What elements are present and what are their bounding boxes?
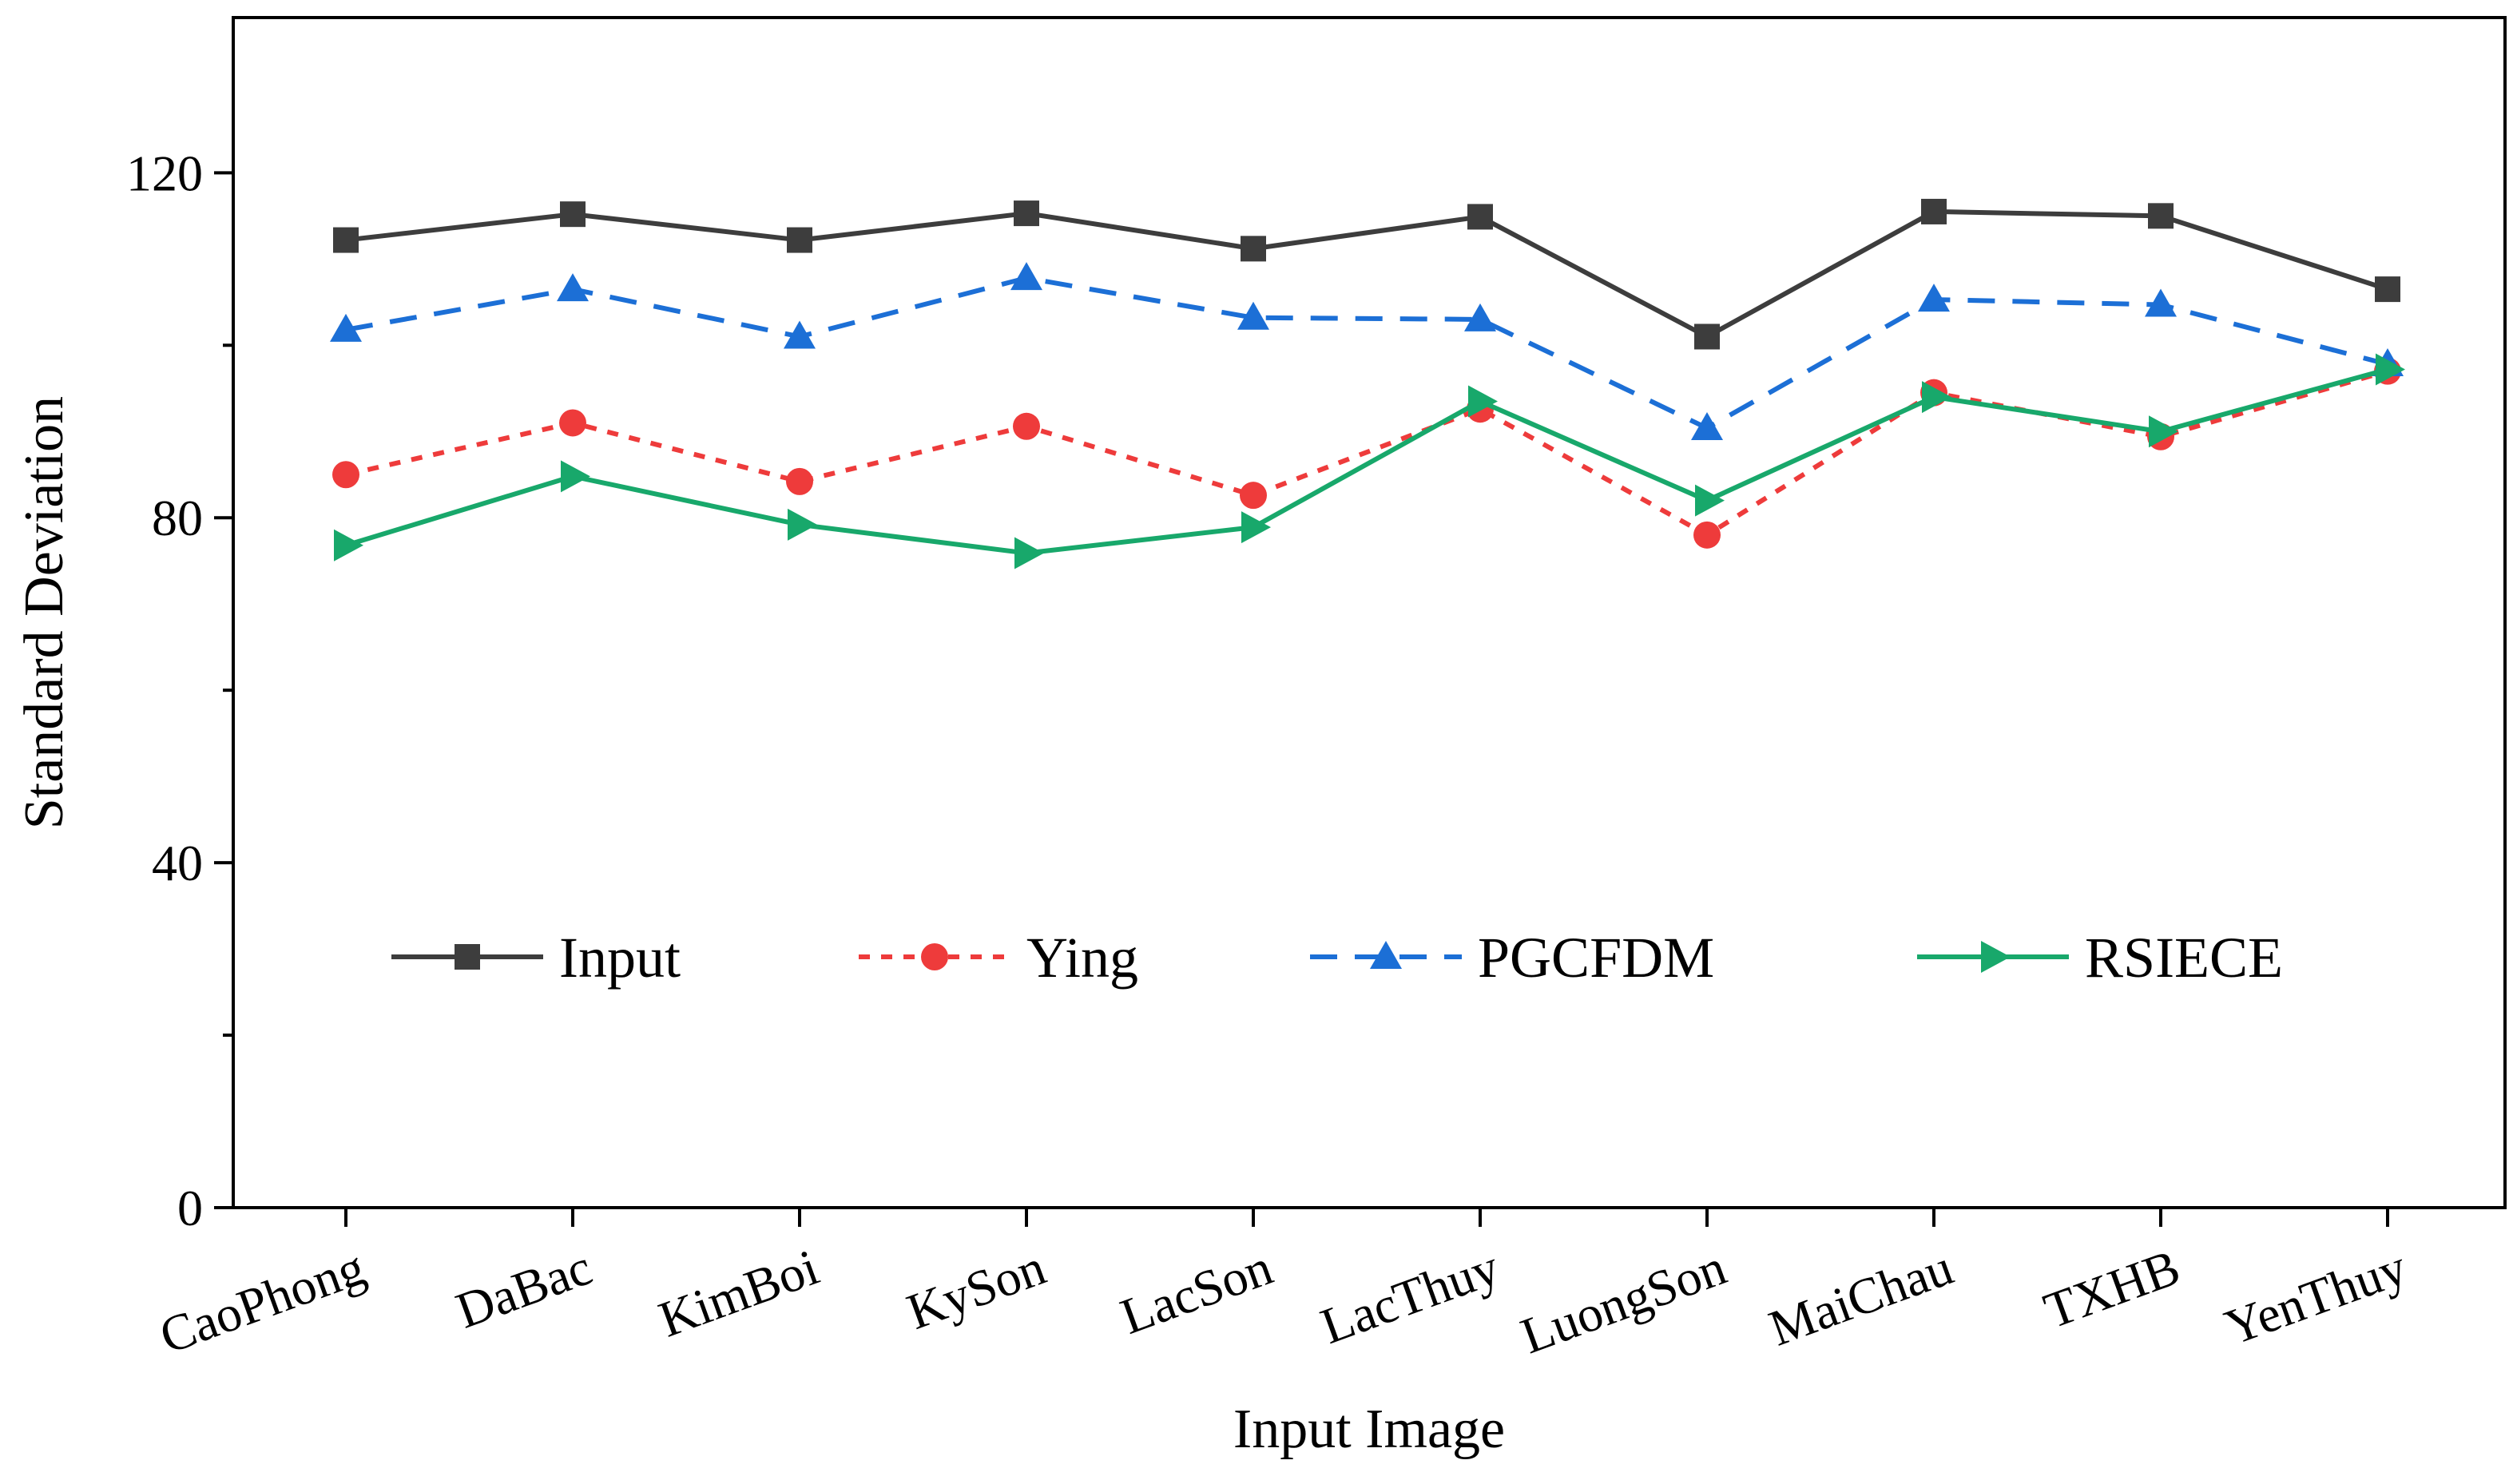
series-line (345, 367, 2388, 556)
series-pgcfdm (330, 262, 2404, 440)
data-point (332, 461, 359, 489)
x-tick-label: MaiChau (1762, 1238, 1960, 1356)
plot-border (232, 16, 2507, 1209)
data-point (2149, 415, 2178, 448)
series-input (333, 198, 2400, 350)
data-point (787, 227, 812, 253)
legend-item: Ying (859, 926, 1138, 990)
data-point (2148, 203, 2174, 229)
data-point (1467, 204, 1493, 230)
data-point (784, 320, 816, 349)
data-point (334, 529, 363, 561)
legend-item: Input (391, 926, 681, 990)
data-point (788, 508, 817, 541)
data-point (1694, 323, 1720, 350)
data-point (561, 460, 590, 493)
legend-item: RSIECE (1917, 926, 2283, 990)
series-line (345, 368, 2388, 538)
legend-label: Input (559, 926, 681, 990)
data-point (1693, 521, 1721, 549)
x-tick-label: LacSon (1114, 1238, 1280, 1345)
data-point (1464, 303, 1496, 331)
legend-marker (921, 943, 948, 970)
x-axis-title: Input Image (1233, 1399, 1505, 1460)
data-point (1468, 385, 1498, 418)
series-line (345, 276, 2388, 431)
legend-label: Ying (1026, 926, 1138, 990)
data-point (1922, 381, 1951, 414)
series-line (345, 208, 2388, 339)
data-point (1695, 484, 1725, 517)
data-point (1013, 412, 1040, 440)
data-point (1010, 262, 1042, 291)
data-point (1241, 511, 1271, 544)
legend-marker (1981, 941, 2011, 973)
data-point (1918, 284, 1950, 312)
axes: 0 40 80 120 CaoPhong DaBac KimBoi KySon LacSon La… (126, 145, 2414, 1364)
data-point (2375, 276, 2400, 303)
data-point (1241, 236, 1266, 262)
x-tick-label: LacThuy (1313, 1238, 1506, 1355)
y-tick-label: 0 (177, 1180, 203, 1236)
data-point (786, 467, 813, 495)
data-point (560, 201, 586, 228)
data-point (559, 409, 586, 437)
legend-label: RSIECE (2085, 926, 2283, 990)
data-point (333, 227, 359, 253)
y-tick-label: 40 (152, 835, 203, 891)
x-tick-label: KySon (899, 1238, 1052, 1340)
data-point (2376, 353, 2405, 386)
data-point (1014, 200, 1039, 227)
series-layer (330, 198, 2405, 569)
x-tick-label: YenThuy (2217, 1238, 2413, 1355)
series-rsiece (334, 353, 2405, 569)
x-tick-label: TXHB (2037, 1238, 2187, 1339)
x-tick-label: DaBac (449, 1238, 599, 1339)
series-ying (332, 357, 2401, 549)
data-point (330, 313, 362, 342)
y-axis-title: Standard Deviation (14, 396, 75, 829)
legend-label: PGCFDM (1478, 926, 1714, 990)
data-point (2145, 288, 2177, 317)
data-point (1237, 301, 1269, 330)
x-tick-label: KimBoi (652, 1238, 826, 1347)
x-tick-label: CaoPhong (153, 1238, 372, 1364)
data-point (1014, 537, 1044, 569)
data-point (1240, 482, 1267, 510)
legend-item: PGCFDM (1310, 926, 1714, 990)
data-point (1691, 411, 1723, 440)
y-tick-label: 80 (152, 490, 203, 546)
data-point (1921, 198, 1947, 224)
legend: Input Ying PGCFDM RSIECE (391, 926, 2283, 990)
legend-marker (1370, 941, 1402, 969)
y-tick-label: 120 (126, 145, 203, 201)
x-tick-label: LuongSon (1514, 1238, 1733, 1364)
legend-marker (455, 944, 480, 970)
data-point (557, 273, 589, 302)
plot-frame (232, 16, 2507, 1209)
